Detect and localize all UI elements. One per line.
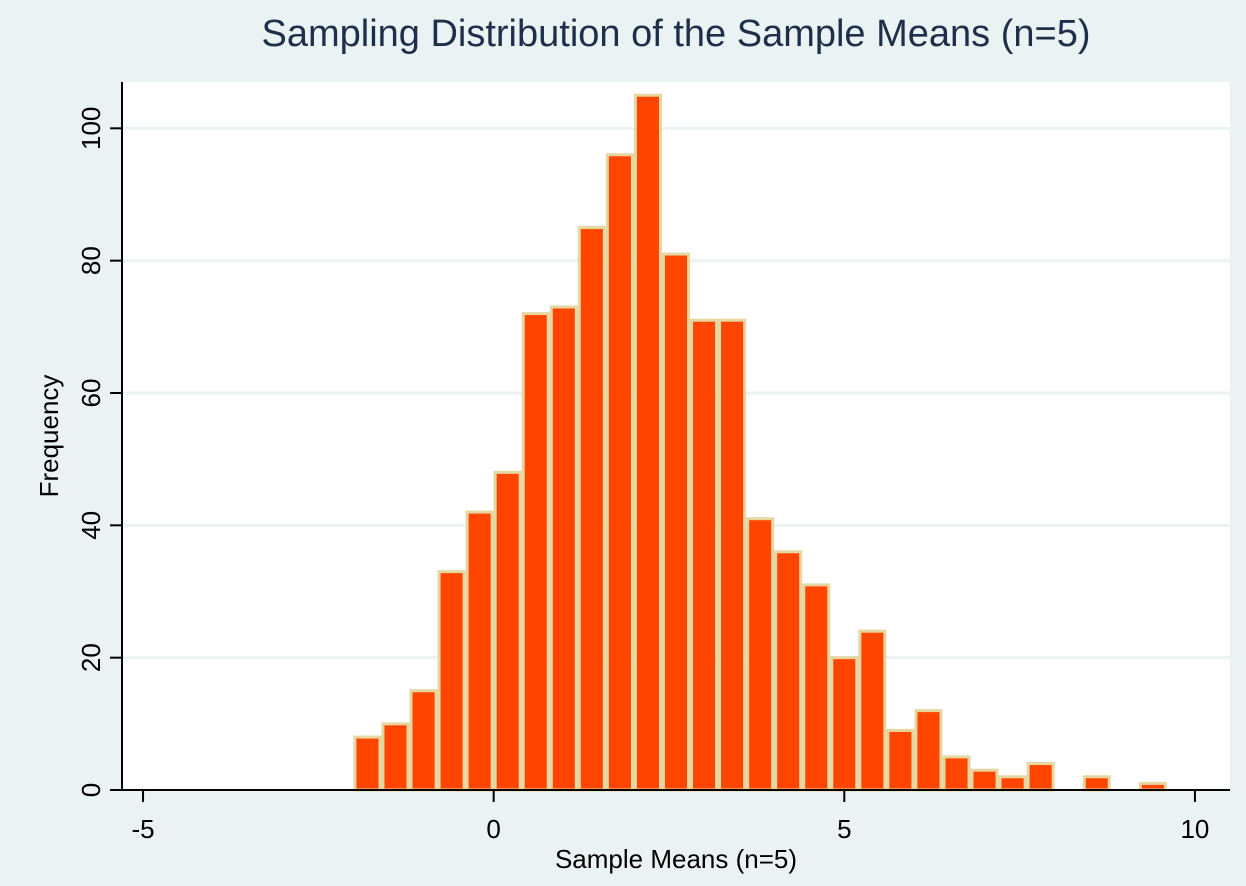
histogram-bar (409, 689, 438, 792)
histogram-bar (577, 226, 606, 792)
x-axis-label: Sample Means (n=5) (555, 844, 797, 874)
histogram-bar (718, 318, 747, 792)
y-tick-label: 80 (76, 246, 106, 275)
x-tick-label: 5 (837, 814, 851, 844)
histogram-bar (970, 768, 999, 792)
y-tick-label: 60 (76, 379, 106, 408)
histogram-bar (914, 709, 943, 792)
histogram-bar (998, 775, 1027, 792)
histogram-bar (858, 629, 887, 792)
histogram-bar (549, 305, 578, 792)
histogram-bar (1082, 775, 1111, 792)
x-axis-ticks: -5 0 5 10 (131, 790, 1209, 844)
histogram-bar (746, 517, 775, 792)
x-tick-label: 10 (1180, 814, 1209, 844)
y-tick-label: 20 (76, 643, 106, 672)
y-tick-label: 100 (76, 107, 106, 150)
y-axis-label: Frequency (34, 375, 64, 498)
histogram-bar (633, 93, 662, 792)
x-tick-label: -5 (131, 814, 154, 844)
histogram-bars (353, 93, 1167, 792)
histogram-bar (830, 656, 859, 792)
histogram-bar (802, 583, 831, 792)
histogram-bar (886, 728, 915, 792)
histogram-bar (605, 153, 634, 792)
histogram-bar (437, 570, 466, 792)
histogram-bar (774, 550, 803, 792)
x-tick-label: 0 (486, 814, 500, 844)
histogram-bar (465, 510, 494, 792)
histogram-bar (942, 755, 971, 792)
histogram-bar (1026, 762, 1055, 792)
histogram-bar (381, 722, 410, 792)
y-tick-label: 40 (76, 511, 106, 540)
histogram-bar (493, 470, 522, 792)
axes (121, 82, 1230, 791)
y-tick-label: 0 (76, 783, 106, 797)
y-axis-ticks: 0 20 40 60 80 100 (76, 107, 122, 797)
histogram-bar (661, 252, 691, 792)
histogram-bar (353, 735, 382, 792)
histogram-bar (521, 312, 550, 792)
chart-title: Sampling Distribution of the Sample Mean… (261, 13, 1090, 55)
histogram-bar (690, 318, 719, 792)
